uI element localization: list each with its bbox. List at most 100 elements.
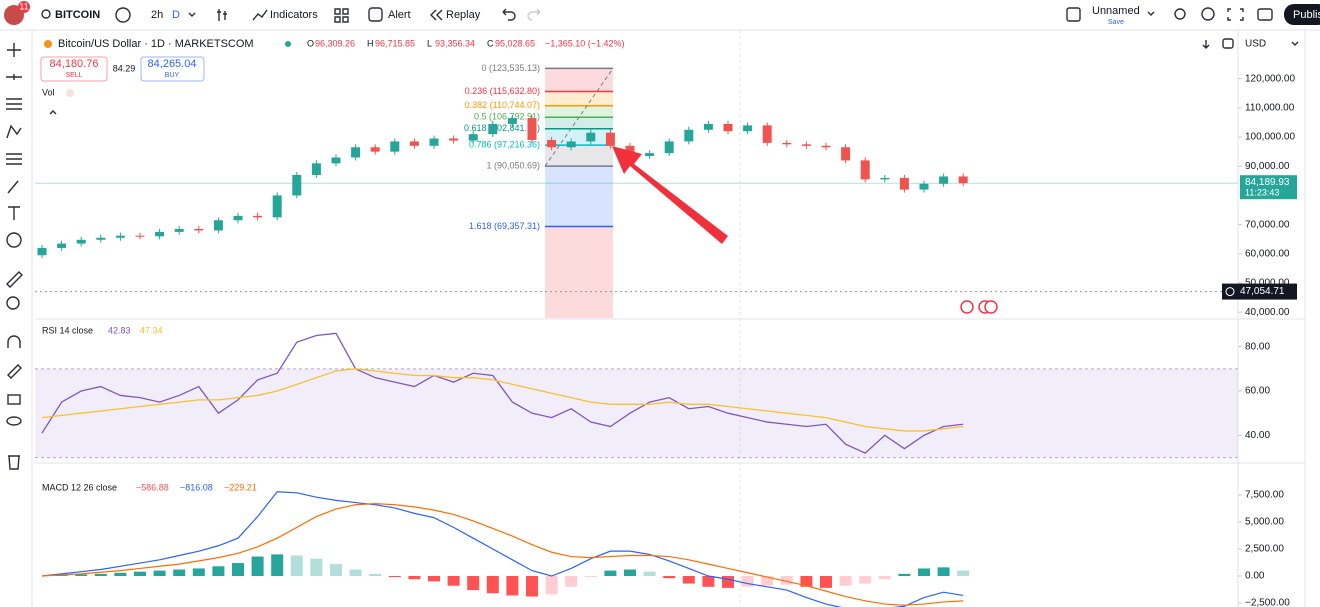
replay-button[interactable]: Replay [446,9,481,21]
y-tick-label: 2,500.00 [1245,544,1284,555]
fib-label: 0.618 (102,841.75) [464,123,540,133]
candle [762,125,772,143]
visibility-tool[interactable] [6,416,22,426]
ohlc-key: H [367,38,374,48]
interval[interactable]: 2h [151,9,163,21]
annotation-arrow [612,146,728,244]
snapshot[interactable] [1257,8,1273,21]
macd-histogram [506,576,519,596]
save-label[interactable]: Save [1108,19,1124,26]
fib-zone [545,105,613,118]
macd-histogram [232,563,244,577]
pane-title: MACD 12 26 close [42,482,117,492]
undo[interactable] [502,8,516,21]
fib-label: 0 (123,535.13) [481,63,540,73]
alert-button[interactable]: Alert [388,9,411,21]
sell-label[interactable]: SELL [65,72,82,79]
y-tick-label: 110,000.00 [1245,103,1295,114]
crosshair-tool[interactable] [7,43,21,57]
layout-chevron[interactable] [1147,11,1155,16]
chart-type-icon[interactable] [217,9,227,21]
quick-search[interactable] [1174,8,1186,20]
templates-icon[interactable] [334,8,349,23]
sell-price[interactable]: 84,180.76 [50,58,99,70]
fib-zone [545,117,613,129]
countdown: 11:23:43 [1245,188,1279,198]
fib-label: 0.236 (115,632.80) [465,86,540,96]
candle [272,195,282,218]
ohlc-key: C [487,38,494,48]
icon-tool[interactable] [6,232,22,248]
ohlc-value: 95,028.65 [495,38,535,48]
redo[interactable] [527,8,541,21]
macd-histogram [643,571,656,577]
candle [841,147,851,161]
candle [468,134,478,141]
currency-chevron[interactable] [1291,41,1299,46]
trend-tool[interactable] [6,74,22,80]
interval-short[interactable]: D [172,9,180,21]
publish-pill[interactable] [1284,4,1320,25]
macd-line [41,491,964,607]
candle [801,144,811,146]
interval-chevron[interactable] [188,12,196,17]
indicators-icon[interactable] [252,9,268,21]
fib-zone [545,91,613,106]
brush-tool[interactable] [7,180,19,194]
macd-histogram [761,576,774,586]
macd-histogram [467,576,480,591]
candle [174,228,184,232]
macd-histogram [545,576,558,595]
replay-icon[interactable] [430,9,443,21]
candle [684,129,694,142]
candle [96,237,106,240]
candle [821,145,831,148]
measure-tool[interactable] [6,271,23,288]
macd-histogram [271,554,284,577]
layout-checkbox[interactable] [1066,7,1081,22]
buy-price[interactable]: 84,265.04 [148,58,197,70]
zoom-tool[interactable] [6,296,20,310]
candle [664,141,674,154]
sell-box[interactable] [40,56,108,82]
draw-mode-tool[interactable] [7,364,22,379]
ohlc-key: O [307,38,314,48]
candle [331,157,341,164]
macd-histogram [584,576,597,578]
collapse-legend[interactable] [49,110,57,115]
alert-icon[interactable] [368,7,383,22]
volume-legend: Vol [42,87,55,97]
search-icon[interactable] [41,9,51,19]
candle [449,138,459,141]
last-price-label: 84,189.93 [1245,177,1290,188]
ohlc-key: L [427,38,432,48]
indicators-button[interactable]: Indicators [270,9,318,21]
event-marker [960,300,974,314]
buy-label[interactable]: BUY [165,72,180,79]
currency[interactable]: USD [1245,39,1266,50]
text-tool[interactable] [8,206,20,220]
volume-warning[interactable] [66,89,74,97]
badge-count: 11 [19,1,28,11]
trash-tool[interactable] [8,455,20,470]
candle [409,141,419,146]
magnet-tool[interactable] [7,335,21,348]
fullscreen[interactable] [1227,8,1244,21]
macd-histogram [918,568,930,577]
macd-histogram [741,576,754,587]
top-toolbar [0,0,1320,30]
symbol-search[interactable]: BITCOIN [55,9,100,21]
layout-name[interactable]: Unnamed [1092,5,1140,17]
candle [547,139,557,148]
scroll-down[interactable] [1202,40,1210,49]
candle [311,163,321,175]
lock-tool[interactable] [7,394,21,405]
settings[interactable] [1201,7,1215,21]
pattern-tool[interactable] [6,124,22,139]
fib-tool[interactable] [6,98,22,110]
publish-button[interactable]: Publis [1293,9,1320,21]
compare-icon[interactable] [115,7,131,23]
buy-box[interactable] [140,56,205,82]
projection-tool[interactable] [6,153,22,165]
restore-pane[interactable] [1222,38,1234,49]
